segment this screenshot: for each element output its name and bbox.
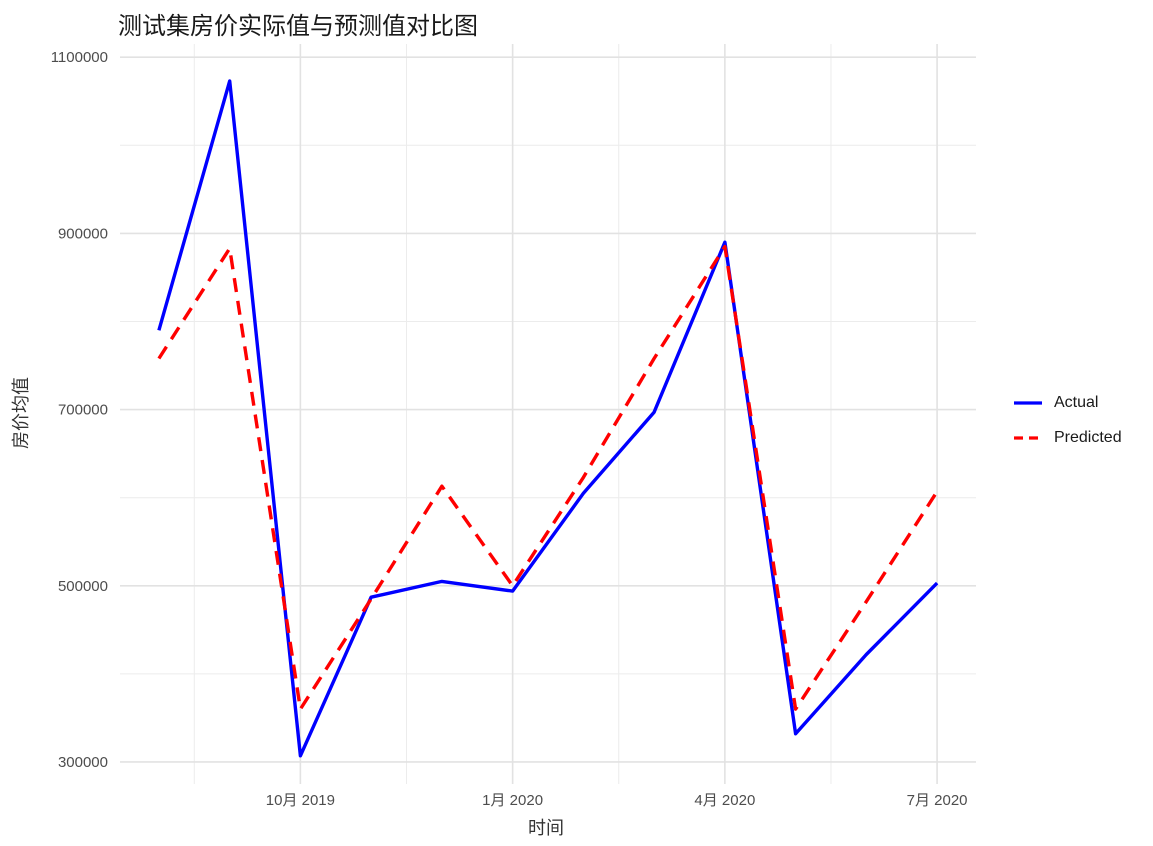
x-tick-label: 10月 2019 xyxy=(266,792,335,809)
legend: Actual Predicted xyxy=(1012,385,1122,455)
legend-key-actual xyxy=(1014,400,1042,405)
x-tick-label: 7月 2020 xyxy=(907,792,968,809)
y-tick-label: 300000 xyxy=(58,754,108,771)
x-tick-label: 1月 2020 xyxy=(482,792,543,809)
y-tick-label: 900000 xyxy=(58,225,108,242)
y-tick-label: 500000 xyxy=(58,578,108,595)
legend-item-predicted: Predicted xyxy=(1012,420,1122,455)
legend-item-actual: Actual xyxy=(1012,385,1122,420)
y-tick-label: 700000 xyxy=(58,402,108,419)
legend-label-predicted: Predicted xyxy=(1054,428,1122,446)
x-axis-label: 时间 xyxy=(528,818,564,839)
x-tick-label: 4月 2020 xyxy=(694,792,755,809)
y-tick-label: 1100000 xyxy=(51,49,108,66)
series-line-actual xyxy=(157,79,939,758)
chart-title: 测试集房价实际值与预测值对比图 xyxy=(118,12,478,40)
series-line-predicted xyxy=(157,244,939,711)
legend-label-actual: Actual xyxy=(1054,393,1099,411)
legend-key-predicted xyxy=(1014,435,1042,440)
